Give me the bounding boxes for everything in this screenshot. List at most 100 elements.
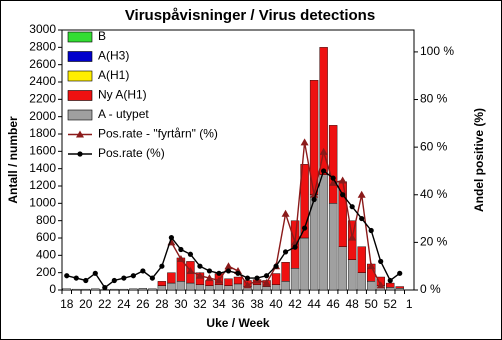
- marker: [348, 233, 357, 241]
- marker: [195, 271, 204, 279]
- legend-marker: [77, 151, 83, 157]
- marker: [329, 178, 338, 186]
- x-tick-label: 18: [60, 297, 74, 311]
- y-axis-label: Antall / number: [6, 116, 20, 204]
- marker: [216, 270, 222, 276]
- bar: [300, 164, 309, 239]
- marker: [206, 268, 213, 274]
- marker: [330, 175, 336, 181]
- marker: [292, 244, 298, 250]
- bar: [338, 246, 347, 291]
- bar: [110, 288, 119, 291]
- bar: [271, 273, 281, 285]
- marker: [368, 227, 374, 234]
- marker: [281, 209, 290, 217]
- y2-tick-label: 100 %: [420, 44, 454, 58]
- bar: [281, 262, 290, 282]
- marker: [92, 270, 98, 276]
- marker: [64, 273, 70, 279]
- marker: [262, 278, 271, 286]
- bar: [167, 282, 176, 291]
- marker: [244, 275, 251, 281]
- marker: [300, 138, 309, 146]
- y-tick-label: 800: [36, 213, 56, 227]
- marker: [130, 273, 136, 279]
- bar: [319, 47, 328, 175]
- y-tick-label: 2200: [29, 92, 56, 106]
- marker: [111, 277, 117, 284]
- bar: [252, 284, 262, 291]
- bar: [386, 287, 395, 291]
- y2-tick-label: 0 %: [420, 282, 441, 296]
- marker: [159, 263, 165, 269]
- legend-marker: [76, 130, 84, 138]
- marker: [263, 273, 270, 279]
- legend-label: A(H3): [98, 49, 129, 63]
- bar: [62, 288, 71, 291]
- bar: [205, 285, 214, 291]
- x-tick-label: 50: [365, 297, 379, 311]
- bar: [357, 272, 366, 291]
- bar: [281, 281, 290, 291]
- marker: [397, 270, 403, 276]
- x-tick-label: 26: [136, 297, 150, 311]
- marker: [178, 246, 184, 253]
- bar: [214, 284, 224, 291]
- marker: [273, 263, 279, 269]
- chart-title: Viruspåvisninger / Virus detections: [125, 7, 375, 24]
- x-axis-label: Uke / Week: [206, 316, 269, 330]
- y-tick-label: 2800: [29, 40, 56, 54]
- legend-swatch: [67, 31, 93, 43]
- bar: [224, 285, 233, 291]
- marker: [311, 196, 317, 203]
- marker: [310, 190, 319, 198]
- marker: [357, 190, 366, 198]
- y2-tick-label: 40 %: [420, 187, 448, 201]
- marker: [282, 249, 289, 255]
- bar: [233, 283, 243, 291]
- y-tick-label: 600: [36, 230, 56, 244]
- bar: [290, 268, 300, 291]
- marker: [319, 147, 328, 155]
- bar: [157, 281, 167, 286]
- marker: [83, 277, 89, 284]
- marker: [140, 268, 146, 274]
- marker: [214, 276, 223, 284]
- y-tick-label: 0: [49, 282, 56, 296]
- y-tick-label: 3000: [29, 22, 56, 36]
- bar: [328, 125, 338, 204]
- x-tick-label: 36: [231, 297, 245, 311]
- y-tick-label: 1200: [29, 178, 56, 192]
- bar: [224, 278, 233, 286]
- marker: [225, 268, 232, 274]
- bar: [271, 284, 281, 291]
- y-tick-label: 1800: [29, 126, 56, 140]
- y-tick-label: 1000: [29, 196, 56, 210]
- bar: [338, 181, 347, 247]
- x-tick-label: 32: [193, 297, 207, 311]
- marker: [301, 225, 308, 231]
- bar: [205, 280, 214, 286]
- y2-tick-label: 80 %: [420, 92, 448, 106]
- bar: [347, 259, 357, 291]
- marker: [243, 281, 252, 289]
- x-tick-label: 24: [117, 297, 131, 311]
- marker: [224, 262, 233, 270]
- x-tick-label: 44: [307, 297, 321, 311]
- x-tick-label: 48: [345, 297, 359, 311]
- bar: [119, 288, 129, 291]
- marker: [186, 266, 195, 274]
- marker: [73, 275, 79, 281]
- marker: [168, 235, 175, 241]
- x-tick-label: 1: [406, 297, 413, 311]
- bar: [328, 203, 338, 291]
- y2-axis-label: Andel positive (%): [472, 108, 486, 212]
- bar: [300, 237, 309, 291]
- marker: [338, 176, 347, 184]
- x-tick-label: 20: [79, 297, 93, 311]
- x-tick-label: 28: [155, 297, 169, 311]
- x-tick-label: 22: [98, 297, 112, 311]
- marker: [387, 277, 393, 284]
- legend-swatch: [67, 90, 93, 101]
- marker: [205, 274, 214, 282]
